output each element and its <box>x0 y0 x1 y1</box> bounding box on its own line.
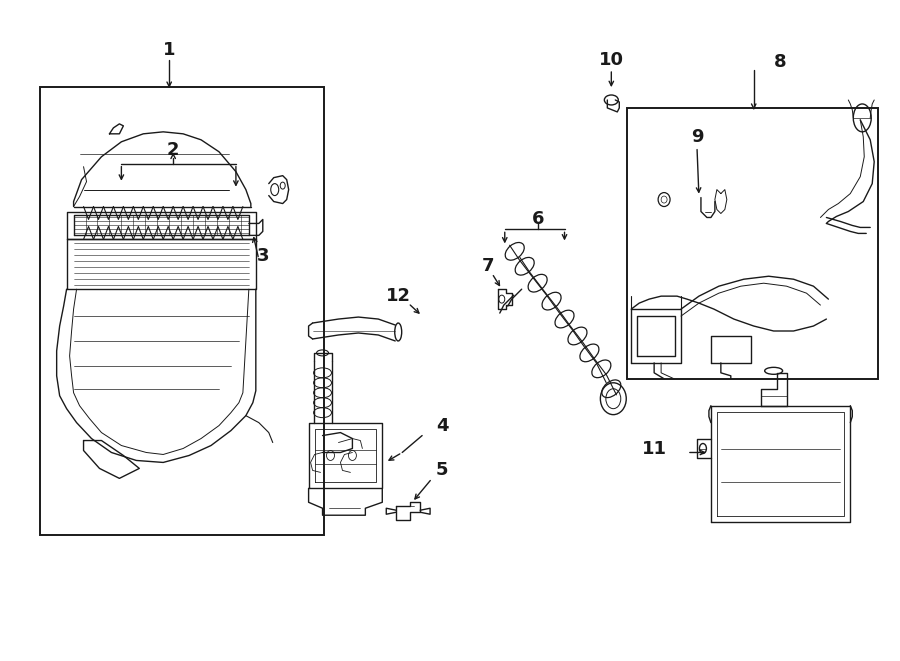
Text: 1: 1 <box>163 41 176 59</box>
Bar <box>40 87 323 535</box>
Text: 9: 9 <box>690 128 703 146</box>
Text: 6: 6 <box>531 210 544 229</box>
Bar <box>627 108 878 379</box>
Text: 3: 3 <box>256 247 269 265</box>
Text: 8: 8 <box>774 53 787 71</box>
Text: 7: 7 <box>482 257 494 275</box>
Text: 11: 11 <box>642 440 667 457</box>
Text: 12: 12 <box>386 287 410 305</box>
Text: 4: 4 <box>436 416 448 434</box>
Text: 5: 5 <box>436 461 448 479</box>
Text: 10: 10 <box>598 51 624 69</box>
Text: 2: 2 <box>166 141 179 159</box>
